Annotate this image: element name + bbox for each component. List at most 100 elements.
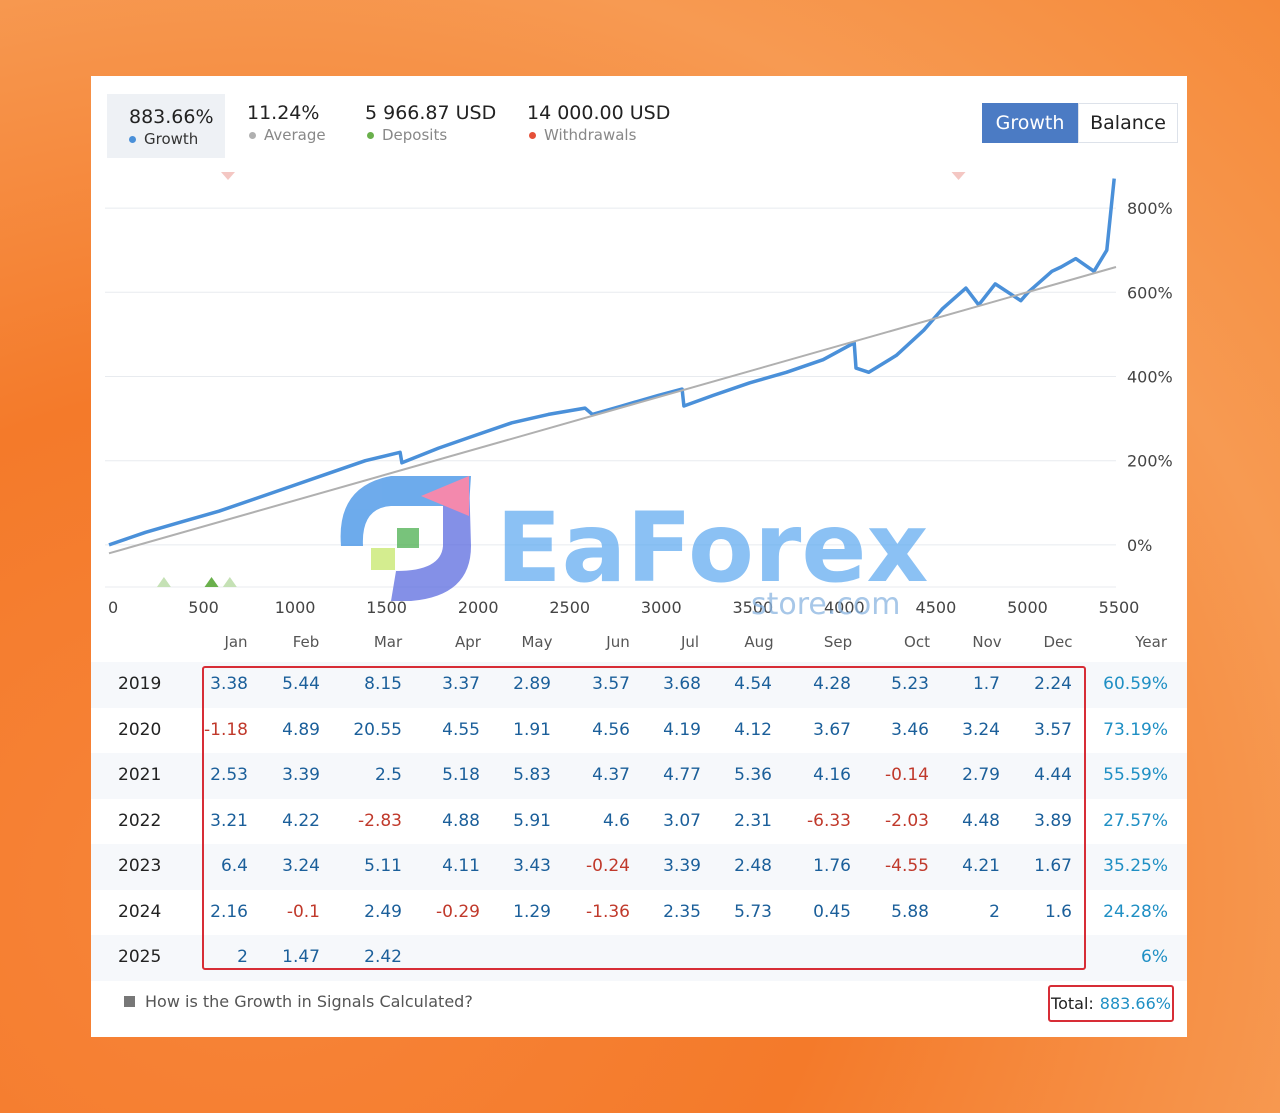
x-tick-label: 2500: [549, 598, 590, 617]
month-return-cell: 1.6: [1044, 901, 1072, 922]
month-return-cell: 3.57: [592, 674, 630, 694]
month-header: Jan: [223, 633, 247, 651]
month-return-cell: 4.55: [442, 719, 480, 740]
month-return-cell: 2.31: [734, 810, 772, 831]
month-return-cell: 4.19: [663, 719, 701, 740]
total-label: Total:: [1051, 994, 1094, 1013]
month-return-cell: 2.79: [962, 765, 1000, 785]
month-return-cell: -6.33: [807, 810, 851, 831]
month-return-cell: 1.47: [282, 947, 320, 967]
month-return-cell: 4.54: [734, 674, 772, 694]
trend-series-line: [108, 266, 1117, 555]
month-header: Jun: [605, 633, 629, 651]
month-header: Apr: [455, 633, 482, 651]
month-return-cell: 5.36: [734, 765, 772, 785]
withdrawals-value: 14 000.00 USD: [527, 102, 671, 124]
month-return-cell: -0.1: [286, 901, 320, 922]
month-return-cell: 4.37: [592, 765, 630, 785]
month-return-cell: -0.24: [586, 856, 630, 876]
growth-value: 883.66%: [129, 106, 214, 128]
month-return-cell: 5.44: [282, 674, 320, 694]
table-row: 2023 6.4 3.24 5.11 4.11 3.43 -0.24 3.39 2.48 1.76…: [91, 844, 1187, 890]
month-return-cell: 5.11: [364, 856, 402, 876]
year-total-cell: 24.28%: [1103, 901, 1168, 922]
deposits-label: Deposits: [382, 126, 448, 144]
month-return-cell: 3.57: [1034, 719, 1072, 740]
month-header: Aug: [744, 633, 773, 651]
month-return-cell: 3.24: [282, 856, 320, 876]
month-return-cell: 4.16: [813, 765, 851, 785]
balance-toggle-button[interactable]: Balance: [1078, 103, 1178, 143]
month-return-cell: 2.24: [1034, 674, 1072, 694]
month-return-cell: 1.67: [1034, 856, 1072, 876]
withdrawal-marker: [951, 172, 966, 180]
deposit-marker: [156, 577, 171, 587]
month-header: Oct: [904, 633, 930, 651]
y-tick-label: 600%: [1127, 283, 1173, 302]
row-year: 2021: [118, 765, 162, 785]
year-total-cell: 73.19%: [1103, 719, 1168, 740]
growth-toggle-button[interactable]: Growth: [982, 103, 1078, 143]
month-return-cell: 2.89: [513, 674, 551, 694]
month-return-cell: 8.15: [364, 674, 402, 694]
month-header: Sep: [824, 633, 852, 651]
growth-label: Growth: [144, 130, 199, 148]
month-header: Jul: [680, 633, 699, 651]
withdrawals-label: Withdrawals: [544, 126, 637, 144]
table-row: 2022 3.21 4.22 -2.83 4.88 5.91 4.6 3.07 2.31 -6.3…: [91, 799, 1187, 845]
month-header: Nov: [972, 633, 1001, 651]
month-return-cell: 5.73: [734, 901, 772, 922]
month-return-cell: 4.11: [442, 856, 480, 876]
average-label: Average: [264, 126, 326, 144]
growth-dot-icon: [129, 135, 136, 143]
withdrawal-marker: [221, 172, 236, 180]
x-tick-label: 3000: [641, 598, 682, 617]
table-row: 2020 -1.18 4.89 20.55 4.55 1.91 4.56 4.19 4.12 3.…: [91, 708, 1187, 754]
month-return-cell: 2.16: [210, 901, 248, 922]
month-return-cell: 1.7: [972, 674, 1000, 694]
x-tick-label: 5000: [1007, 598, 1048, 617]
month-return-cell: 5.23: [891, 674, 929, 694]
month-header: Feb: [293, 633, 320, 651]
month-header: Mar: [374, 633, 403, 651]
month-return-cell: 3.68: [663, 674, 701, 694]
y-tick-label: 800%: [1127, 199, 1173, 218]
table-row: 2019 3.38 5.44 8.15 3.37 2.89 3.57 3.68 4.54 4.28…: [91, 662, 1187, 708]
row-year: 2024: [118, 901, 162, 922]
monthly-returns-table: 2019 3.38 5.44 8.15 3.37 2.89 3.57 3.68 4.54 4.28…: [91, 662, 1187, 981]
info-icon: [124, 995, 135, 1007]
month-return-cell: 3.46: [891, 719, 929, 740]
growth-calculation-link[interactable]: How is the Growth in Signals Calculated?: [124, 992, 473, 1011]
month-return-cell: 3.38: [210, 674, 248, 694]
month-return-cell: 1.91: [513, 719, 551, 740]
month-return-cell: -4.55: [885, 856, 929, 876]
deposits-value: 5 966.87 USD: [365, 102, 497, 124]
month-return-cell: -1.18: [204, 719, 248, 740]
row-year: 2019: [118, 674, 162, 694]
month-return-cell: -1.36: [586, 901, 630, 922]
growth-calculation-link-text: How is the Growth in Signals Calculated?: [145, 992, 473, 1011]
stat-deposits: 5 966.87 USD Deposits: [365, 102, 496, 158]
month-return-cell: 2: [989, 901, 1000, 922]
x-tick-label: 4000: [824, 598, 865, 617]
total-growth: Total: 883.66%: [1048, 985, 1174, 1022]
average-dot-icon: [249, 131, 256, 139]
y-tick-label: 200%: [1127, 452, 1173, 471]
deposit-marker: [222, 577, 237, 587]
deposit-marker: [204, 577, 219, 587]
x-tick-label: 3500: [732, 598, 773, 617]
month-return-cell: 4.6: [602, 810, 630, 831]
year-total-cell: 35.25%: [1103, 856, 1168, 876]
x-tick-label: 1500: [366, 598, 407, 617]
month-header: Dec: [1043, 633, 1072, 651]
month-return-cell: 3.07: [663, 810, 701, 831]
stat-growth[interactable]: 883.66% Growth: [107, 94, 225, 158]
month-return-cell: 5.91: [513, 810, 551, 831]
month-return-cell: 4.21: [962, 856, 1000, 876]
stat-withdrawals: 14 000.00 USD Withdrawals: [527, 102, 670, 158]
year-total-cell: 60.59%: [1103, 674, 1168, 694]
x-tick-label: 2000: [458, 598, 499, 617]
month-return-cell: 1.29: [513, 901, 551, 922]
year-total-cell: 6%: [1141, 947, 1168, 967]
month-return-cell: 5.18: [442, 765, 480, 785]
